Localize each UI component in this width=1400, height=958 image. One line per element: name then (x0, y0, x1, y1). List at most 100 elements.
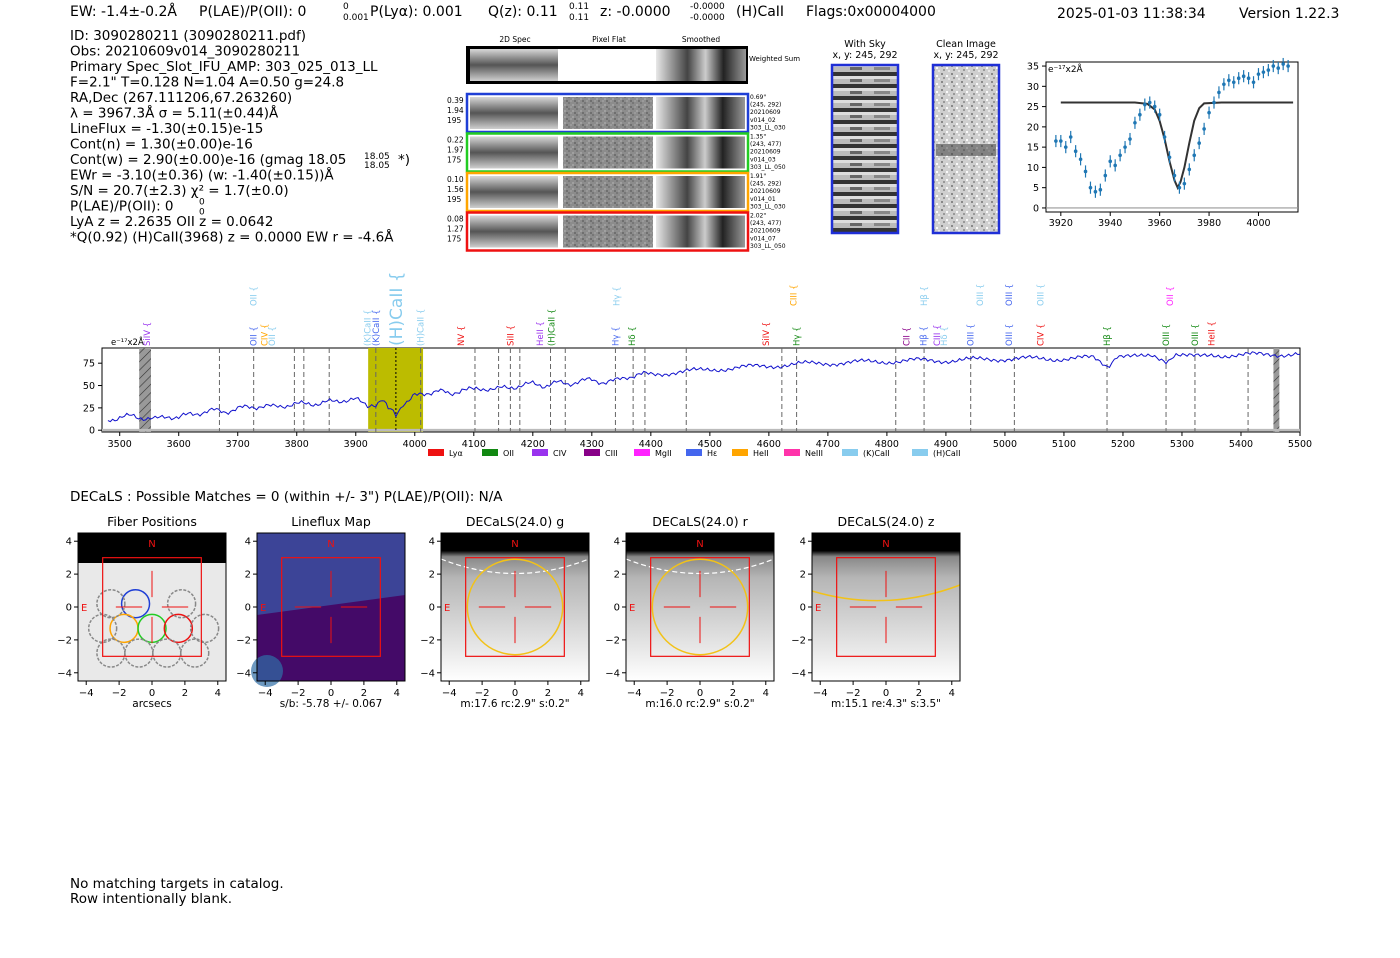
legend-swatch (912, 449, 928, 456)
legend-label: (K)CaII (863, 449, 890, 458)
data-point (1246, 72, 1251, 85)
cutout-smooth (656, 136, 745, 169)
target-box (465, 557, 565, 657)
zoom-ytick-label: 20 (1027, 122, 1039, 133)
cutout-right-stat: 20210609 (750, 109, 781, 116)
legend-label: CIII (605, 449, 618, 458)
footer-line-2: Row intentionally blank. (70, 891, 232, 907)
panel-ytick-label: 2 (245, 570, 251, 581)
data-point-marker (1133, 121, 1137, 125)
spectra-cutouts: 2D Spec Pixel Flat Smoothed Weighted Sum… (447, 35, 800, 252)
data-point (1207, 106, 1211, 119)
emission-line-label: OII { (268, 326, 278, 346)
emission-line-label: OIII { (1191, 324, 1201, 346)
cutout-left-stat: 0.10 (447, 175, 464, 184)
fiber-circle (166, 588, 197, 619)
clean-image-title: Clean Image (936, 39, 996, 50)
panel-xtick-label: 0 (697, 688, 703, 699)
weighted-2d (470, 49, 558, 81)
info-line: Cont(w) = 2.90(±0.00)e-16 (gmag 18.05 (70, 152, 346, 168)
panel-caption: m:16.0 rc:2.9" s:0.2" (645, 698, 754, 710)
data-point (1128, 132, 1132, 146)
data-point (1261, 66, 1266, 79)
data-point-marker (1068, 135, 1073, 139)
data-point (1172, 169, 1177, 182)
target-box (650, 557, 750, 657)
spectrum-xtick-label: 3500 (108, 439, 132, 450)
panel-xtick-label: 2 (916, 688, 922, 699)
legend-label: CIV (553, 449, 567, 458)
legend-label: Lyα (449, 449, 463, 458)
data-point (1241, 70, 1246, 83)
legend-swatch (584, 449, 600, 456)
data-point (1256, 68, 1261, 81)
spectrum-xtick-label: 4100 (462, 439, 486, 450)
data-point-marker (1202, 127, 1206, 131)
fiber-circle (96, 638, 126, 668)
panel-ytick-label: 0 (66, 603, 72, 614)
info-line: LyA z = 2.2635 OII z = 0.0642 (70, 214, 273, 230)
info-line: S/N = 20.7(±2.3) χ² = 1.7(±0.0) (70, 183, 289, 199)
emission-line-label: Hβ { (919, 326, 929, 346)
panel-ytick-label: 4 (66, 537, 72, 548)
spectrum-xtick-label: 5000 (993, 439, 1017, 450)
panel-xtick-label: 4 (763, 688, 769, 699)
zoom-plot-frame (1045, 61, 1299, 213)
emission-line-label: SiIV { (143, 322, 153, 346)
spectrum-xtick-label: 5300 (1170, 439, 1194, 450)
cutout-right-stat: (243, 477) (750, 141, 781, 148)
image-panel: Fiber Positions N E −4 −2 0 2 4 4 2 0 −2 −4 arcsecs (57, 514, 227, 710)
panel-ytick-label: 2 (614, 570, 620, 581)
col-pixel-flat: Pixel Flat (592, 35, 626, 44)
panel-xtick-label: 0 (149, 688, 155, 699)
panel-ytick-label: 4 (800, 537, 806, 548)
legend-swatch (784, 449, 800, 456)
panel-xtick-label: −2 (291, 688, 306, 699)
header-plae-lo: 0.001 (343, 13, 369, 23)
data-point (1222, 78, 1226, 91)
cutout-right-stat: (245, 292) (750, 181, 781, 188)
data-point-marker (1063, 145, 1068, 149)
header-qz-hi: 0.11 (569, 2, 589, 12)
plae-sup: 0 (199, 198, 205, 208)
imaging-panels: Fiber Positions N E −4 −2 0 2 4 4 2 0 −2 −4 arcsecs Li… (57, 514, 961, 710)
data-point-marker (1241, 74, 1246, 78)
data-point-marker (1236, 76, 1241, 81)
data-point (1281, 57, 1285, 71)
footer-line-1: No matching targets in catalog. (70, 876, 284, 892)
with-sky-coords: x, y: 245, 292 (832, 50, 897, 61)
data-point (1063, 141, 1068, 154)
data-point-marker (1286, 64, 1290, 68)
legend-swatch (732, 449, 748, 456)
panel-ytick-label: 2 (66, 570, 72, 581)
header-timestamp: 2025-01-03 11:38:34 (1057, 6, 1206, 22)
gmag-hi: 18.05 (364, 152, 390, 162)
zoom-ytick-label: 25 (1027, 102, 1039, 113)
full-spectrum-chart: 3500 3600 3700 3800 3900 4000 4100 4200 4300 4400… (83, 271, 1312, 458)
weighted-flat (558, 49, 656, 81)
fiber-circle (189, 613, 220, 644)
panel-ytick-label: 0 (614, 603, 620, 614)
data-point (1197, 137, 1201, 150)
data-point (1231, 76, 1236, 89)
panel-ytick-label: −4 (420, 668, 435, 679)
data-point (1143, 98, 1147, 111)
spectrum-ytick-label: 25 (83, 403, 95, 414)
aperture-circle (466, 558, 564, 656)
emission-line-label: Hγ { (611, 326, 621, 346)
north-label: N (327, 539, 334, 550)
cutout-left-stat: 195 (447, 116, 462, 125)
panel-xtick-label: 4 (949, 688, 955, 699)
panel-xtick-label: 0 (883, 688, 889, 699)
data-point-marker (1231, 80, 1236, 85)
data-point-marker (1128, 137, 1132, 141)
header-z-lo: -0.0000 (690, 13, 725, 23)
spectrum-unit-label: e⁻¹⁷x2Å (111, 336, 144, 348)
spectrum-xtick-label: 5100 (1052, 439, 1076, 450)
cutout-left-stat: 1.27 (447, 225, 464, 234)
spectrum-xtick-label: 4300 (580, 439, 604, 450)
cutout-right-stat: 303_LL_050 (750, 164, 786, 171)
